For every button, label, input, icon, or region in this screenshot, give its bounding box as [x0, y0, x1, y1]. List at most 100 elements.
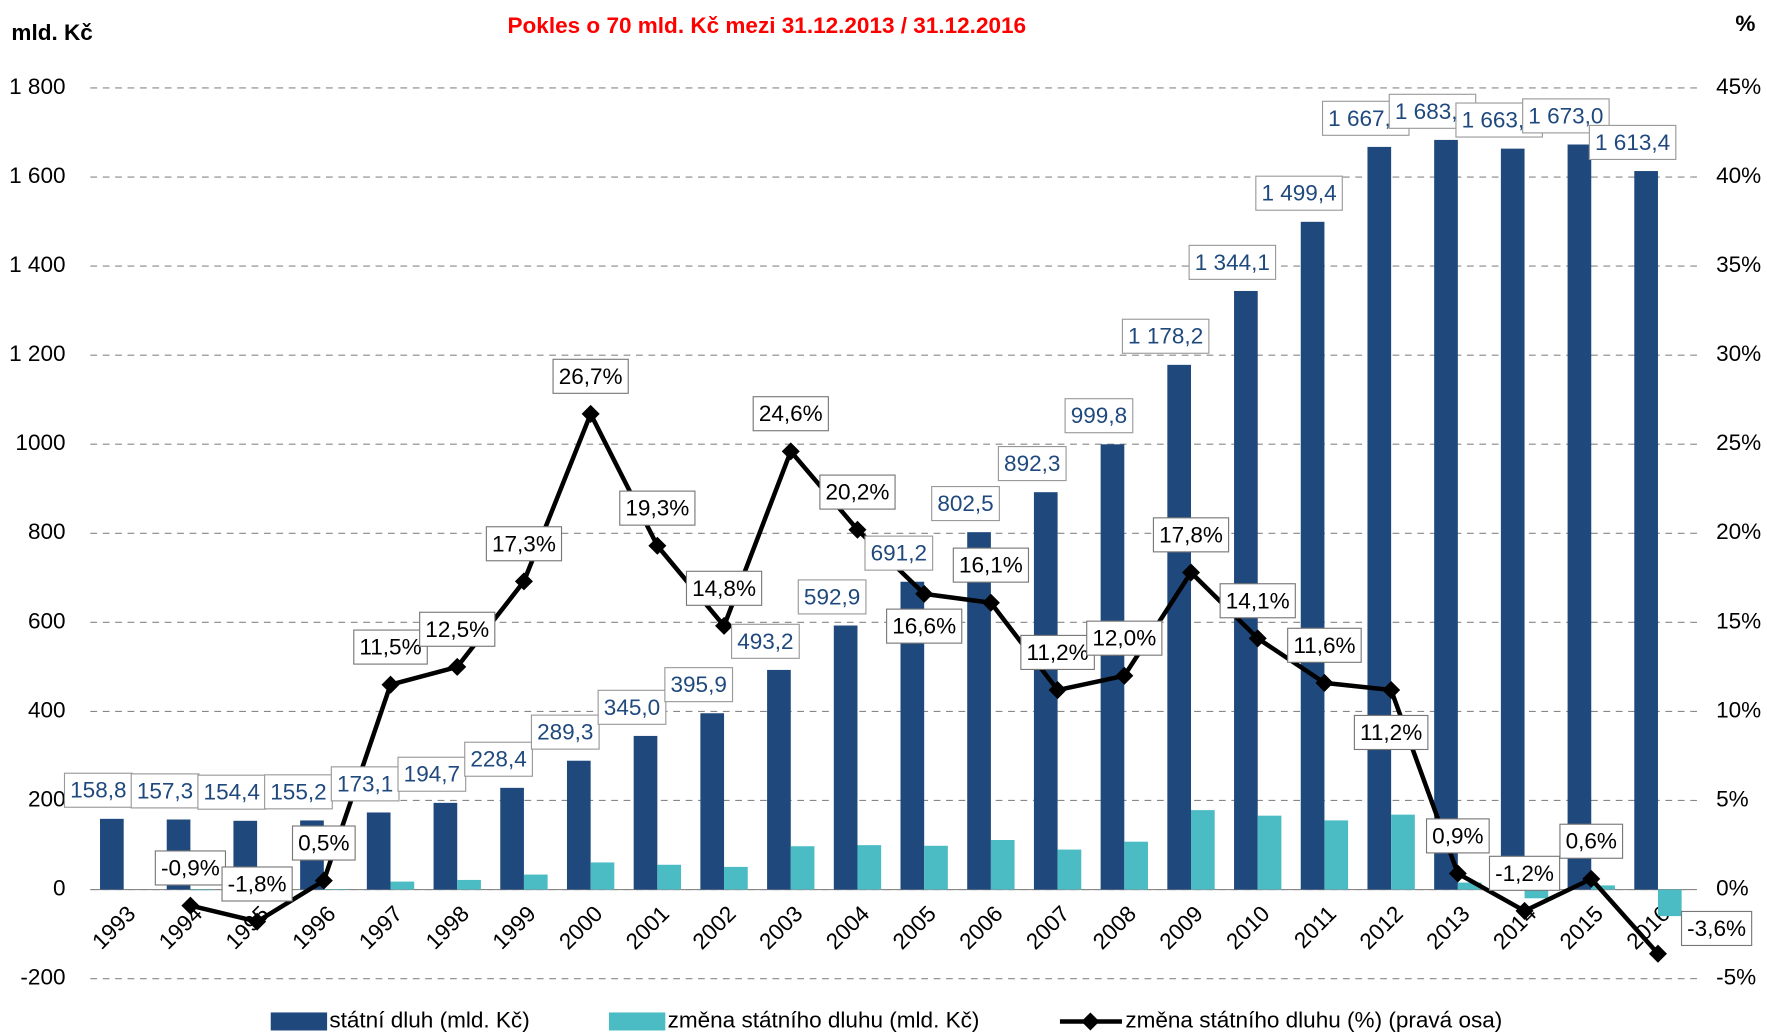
x-tick-label: 2013 [1421, 901, 1474, 954]
bar [833, 625, 858, 890]
label-box [1121, 318, 1210, 354]
x-tick-label: 2008 [1088, 901, 1141, 954]
line-marker [248, 912, 267, 931]
line-value-label: 0,6% [1566, 829, 1617, 854]
y-tick-label: 0 [53, 876, 66, 901]
line-marker [1181, 563, 1201, 582]
bar-value-label: 158,8 [70, 778, 126, 803]
label-box [464, 741, 533, 777]
line-value-label: 16,1% [959, 553, 1023, 578]
bar-value-label: 1 178,2 [1128, 324, 1203, 349]
bar [566, 760, 591, 890]
y-tick-label: 1000 [15, 430, 65, 455]
bar [523, 874, 548, 890]
line-value-label: 11,5% [359, 635, 421, 660]
line-value-label: 11,2% [1026, 640, 1088, 665]
legend-swatch [270, 1012, 328, 1031]
y-tick-label: 200 [28, 786, 66, 811]
y2-axis-label: % [1735, 11, 1755, 36]
label-box [619, 490, 696, 526]
label-box [530, 714, 600, 750]
bar-value-label: 802,5 [937, 491, 993, 516]
y2-tick-label: 15% [1716, 608, 1761, 633]
y2-tick-label: -5% [1716, 965, 1756, 990]
bar [1167, 364, 1192, 890]
y2-tick-label: 30% [1716, 341, 1761, 366]
y-tick-label: -200 [20, 965, 65, 990]
x-tick-label: 1999 [488, 901, 541, 954]
bar [657, 864, 682, 890]
line-marker [848, 520, 867, 539]
bar [1524, 889, 1549, 899]
bar-value-label: 155,2 [270, 779, 326, 804]
label-box [952, 547, 1030, 583]
label-box [1353, 714, 1429, 751]
y2-tick-label: 0% [1716, 876, 1749, 901]
x-tick-label: 2006 [955, 901, 1008, 954]
bar-value-label: 1 613,4 [1595, 130, 1670, 155]
line-value-label: -3,6% [1687, 916, 1746, 941]
bar [700, 713, 725, 890]
bar [1500, 148, 1525, 890]
label-box [664, 667, 734, 703]
bar [857, 845, 882, 890]
y-tick-label: 1 600 [9, 163, 65, 188]
label-box [154, 850, 227, 886]
line-value-label: 14,1% [1226, 588, 1290, 613]
x-tick-label: 1995 [221, 901, 274, 954]
label-box [330, 766, 400, 802]
bar-value-label: 395,9 [670, 672, 726, 697]
line-value-label: 19,3% [625, 496, 689, 521]
bar [1434, 139, 1458, 890]
line-value-label: -1,8% [228, 871, 287, 896]
bar [1567, 144, 1592, 890]
label-box [685, 570, 763, 606]
bar [790, 846, 815, 890]
y-tick-label: 600 [28, 608, 66, 633]
x-tick-label: 1998 [421, 901, 474, 954]
label-box [1255, 175, 1343, 211]
line-value-label: 14,8% [692, 576, 756, 601]
label-box [552, 358, 629, 394]
bar-value-label: 289,3 [537, 720, 593, 745]
line-value-label: 12,0% [1092, 626, 1156, 651]
bar [100, 818, 124, 890]
label-box [1559, 823, 1624, 859]
bar [1324, 820, 1349, 890]
line-value-label: -1,2% [1495, 861, 1554, 886]
bar-value-label: 345,0 [604, 695, 660, 720]
bar [1100, 444, 1125, 890]
label-box [1188, 244, 1277, 280]
bar [457, 879, 481, 890]
label-box [886, 608, 963, 644]
bar [1057, 849, 1082, 890]
line-marker [381, 675, 400, 694]
bar [1391, 814, 1415, 890]
y-tick-label: 1 800 [9, 74, 65, 99]
bar-value-label: 1 499,4 [1261, 181, 1336, 206]
line-value-label: 17,3% [492, 531, 556, 556]
y-tick-label: 800 [28, 519, 66, 544]
x-tick-label: 2007 [1021, 901, 1074, 954]
bar [1300, 221, 1325, 890]
label-box [864, 535, 934, 571]
bar-value-label: 173,1 [337, 771, 393, 796]
line-marker [314, 871, 333, 890]
label-box [353, 629, 428, 665]
line-marker [981, 593, 1000, 612]
bar [767, 669, 791, 890]
line-value-label: 11,2% [1360, 720, 1422, 745]
y2-tick-label: 20% [1716, 519, 1761, 544]
line-marker [915, 584, 934, 603]
label-box [931, 485, 1000, 522]
bar [1033, 492, 1058, 890]
legend-label: státní dluh (mld. Kč) [329, 1007, 529, 1032]
x-tick-label: 1997 [354, 901, 407, 954]
bar [1257, 815, 1282, 890]
bar-value-label: 154,4 [204, 780, 260, 805]
line-marker [1248, 629, 1267, 648]
bar [366, 812, 391, 890]
bar [1457, 882, 1482, 890]
line-value-label: 26,7% [559, 364, 623, 389]
x-tick-label: 2003 [754, 901, 807, 954]
